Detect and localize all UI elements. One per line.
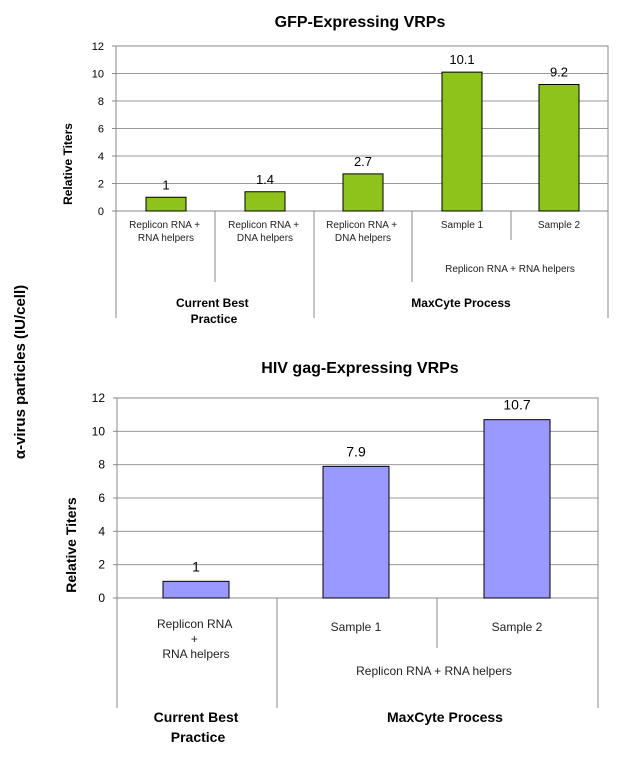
chart-gfp-bar xyxy=(538,84,580,212)
chart-gfp-y-tick-label: 4 xyxy=(98,151,104,163)
chart-gfp-bar xyxy=(145,196,187,212)
chart-hiv-gag-value-label: 7.9 xyxy=(346,443,366,459)
chart-hiv-gag-category-label: Replicon RNA + RNA helpers xyxy=(157,617,235,661)
chart-gfp-category-label: Replicon RNA + DNA helpers xyxy=(326,220,400,244)
chart-hiv-gag-y-axis-label: Relative Titers xyxy=(63,497,79,593)
chart-gfp-y-ticks: 0 2 4 6 8 10 12 xyxy=(92,41,116,218)
chart-gfp-y-axis-label: Relative Titers xyxy=(61,123,75,205)
chart-gfp-value-label: 9.2 xyxy=(550,65,568,80)
chart-hiv-gag-y-tick-label: 6 xyxy=(98,491,105,505)
chart-hiv-gag-value-labels: 1 7.9 10.7 xyxy=(192,397,531,575)
chart-hiv-gag: HIV gag-Expressing VRPs Relative Titers … xyxy=(63,360,599,745)
chart-hiv-gag-y-tick-label: 0 xyxy=(98,591,105,605)
chart-gfp-bar xyxy=(244,191,286,212)
chart-gfp-title: GFP-Expressing VRPs xyxy=(275,14,446,31)
chart-gfp-value-label: 2.7 xyxy=(354,154,372,169)
chart-gfp-y-tick-label: 2 xyxy=(98,179,104,191)
chart-hiv-gag-category-label: Sample 1 xyxy=(331,620,382,634)
chart-hiv-gag-y-ticks: 0 2 4 6 8 10 12 xyxy=(92,391,117,605)
chart-hiv-gag-y-tick-label: 12 xyxy=(92,391,106,405)
chart-gfp-category-label: Sample 2 xyxy=(538,220,581,231)
chart-gfp-grid xyxy=(116,73,608,184)
chart-gfp-value-label: 1.4 xyxy=(256,172,274,187)
chart-gfp-y-tick-label: 6 xyxy=(98,124,104,136)
chart-gfp-bar xyxy=(342,173,384,212)
chart-gfp-bars xyxy=(145,71,580,212)
chart-hiv-gag-bar xyxy=(322,465,390,599)
chart-gfp-bar xyxy=(441,71,483,212)
chart-hiv-gag-group-label: MaxCyte Process xyxy=(387,709,503,725)
chart-gfp-category-label: Sample 1 xyxy=(441,220,484,231)
chart-hiv-gag-bars xyxy=(162,419,551,599)
chart-gfp-group-label: Current Best Practice xyxy=(176,296,252,326)
chart-gfp-category-label: Replicon RNA + DNA helpers xyxy=(228,220,302,244)
chart-hiv-gag-bar xyxy=(483,419,551,599)
chart-hiv-gag-value-label: 1 xyxy=(192,558,200,574)
chart-hiv-gag-group-label: Current Best Practice xyxy=(154,709,243,745)
chart-gfp-y-tick-label: 10 xyxy=(92,69,104,81)
chart-gfp-category-table xyxy=(115,211,609,318)
chart-hiv-gag-subgroup-label: Replicon RNA + RNA helpers xyxy=(356,664,512,678)
outer-y-axis-label: α-virus particles (IU/cell) xyxy=(12,285,29,459)
chart-gfp-y-tick-label: 12 xyxy=(92,41,104,53)
chart-hiv-gag-category-table xyxy=(116,598,599,708)
chart-hiv-gag-title: HIV gag-Expressing VRPs xyxy=(261,360,458,377)
chart-hiv-gag-y-tick-label: 8 xyxy=(98,458,105,472)
chart-hiv-gag-y-tick-label: 2 xyxy=(98,558,105,572)
chart-gfp-category-label: Replicon RNA + RNA helpers xyxy=(129,220,203,244)
chart-hiv-gag-category-label: Sample 2 xyxy=(492,620,543,634)
chart-gfp-value-label: 10.1 xyxy=(449,52,474,67)
chart-gfp-subgroup-label: Replicon RNA + RNA helpers xyxy=(445,264,575,275)
chart-hiv-gag-y-tick-label: 10 xyxy=(92,424,106,438)
chart-gfp-y-tick-label: 0 xyxy=(98,206,104,218)
chart-gfp: GFP-Expressing VRPs Relative Titers 0 2 4 6… xyxy=(61,14,609,326)
chart-gfp-y-tick-label: 8 xyxy=(98,96,104,108)
chart-hiv-gag-y-tick-label: 4 xyxy=(98,524,105,538)
chart-gfp-group-label: MaxCyte Process xyxy=(411,296,511,310)
chart-hiv-gag-value-label: 10.7 xyxy=(503,397,530,413)
chart-hiv-gag-bar xyxy=(162,580,230,599)
chart-gfp-value-labels: 1 1.4 2.7 10.1 9.2 xyxy=(162,52,568,192)
chart-gfp-value-label: 1 xyxy=(162,177,169,192)
